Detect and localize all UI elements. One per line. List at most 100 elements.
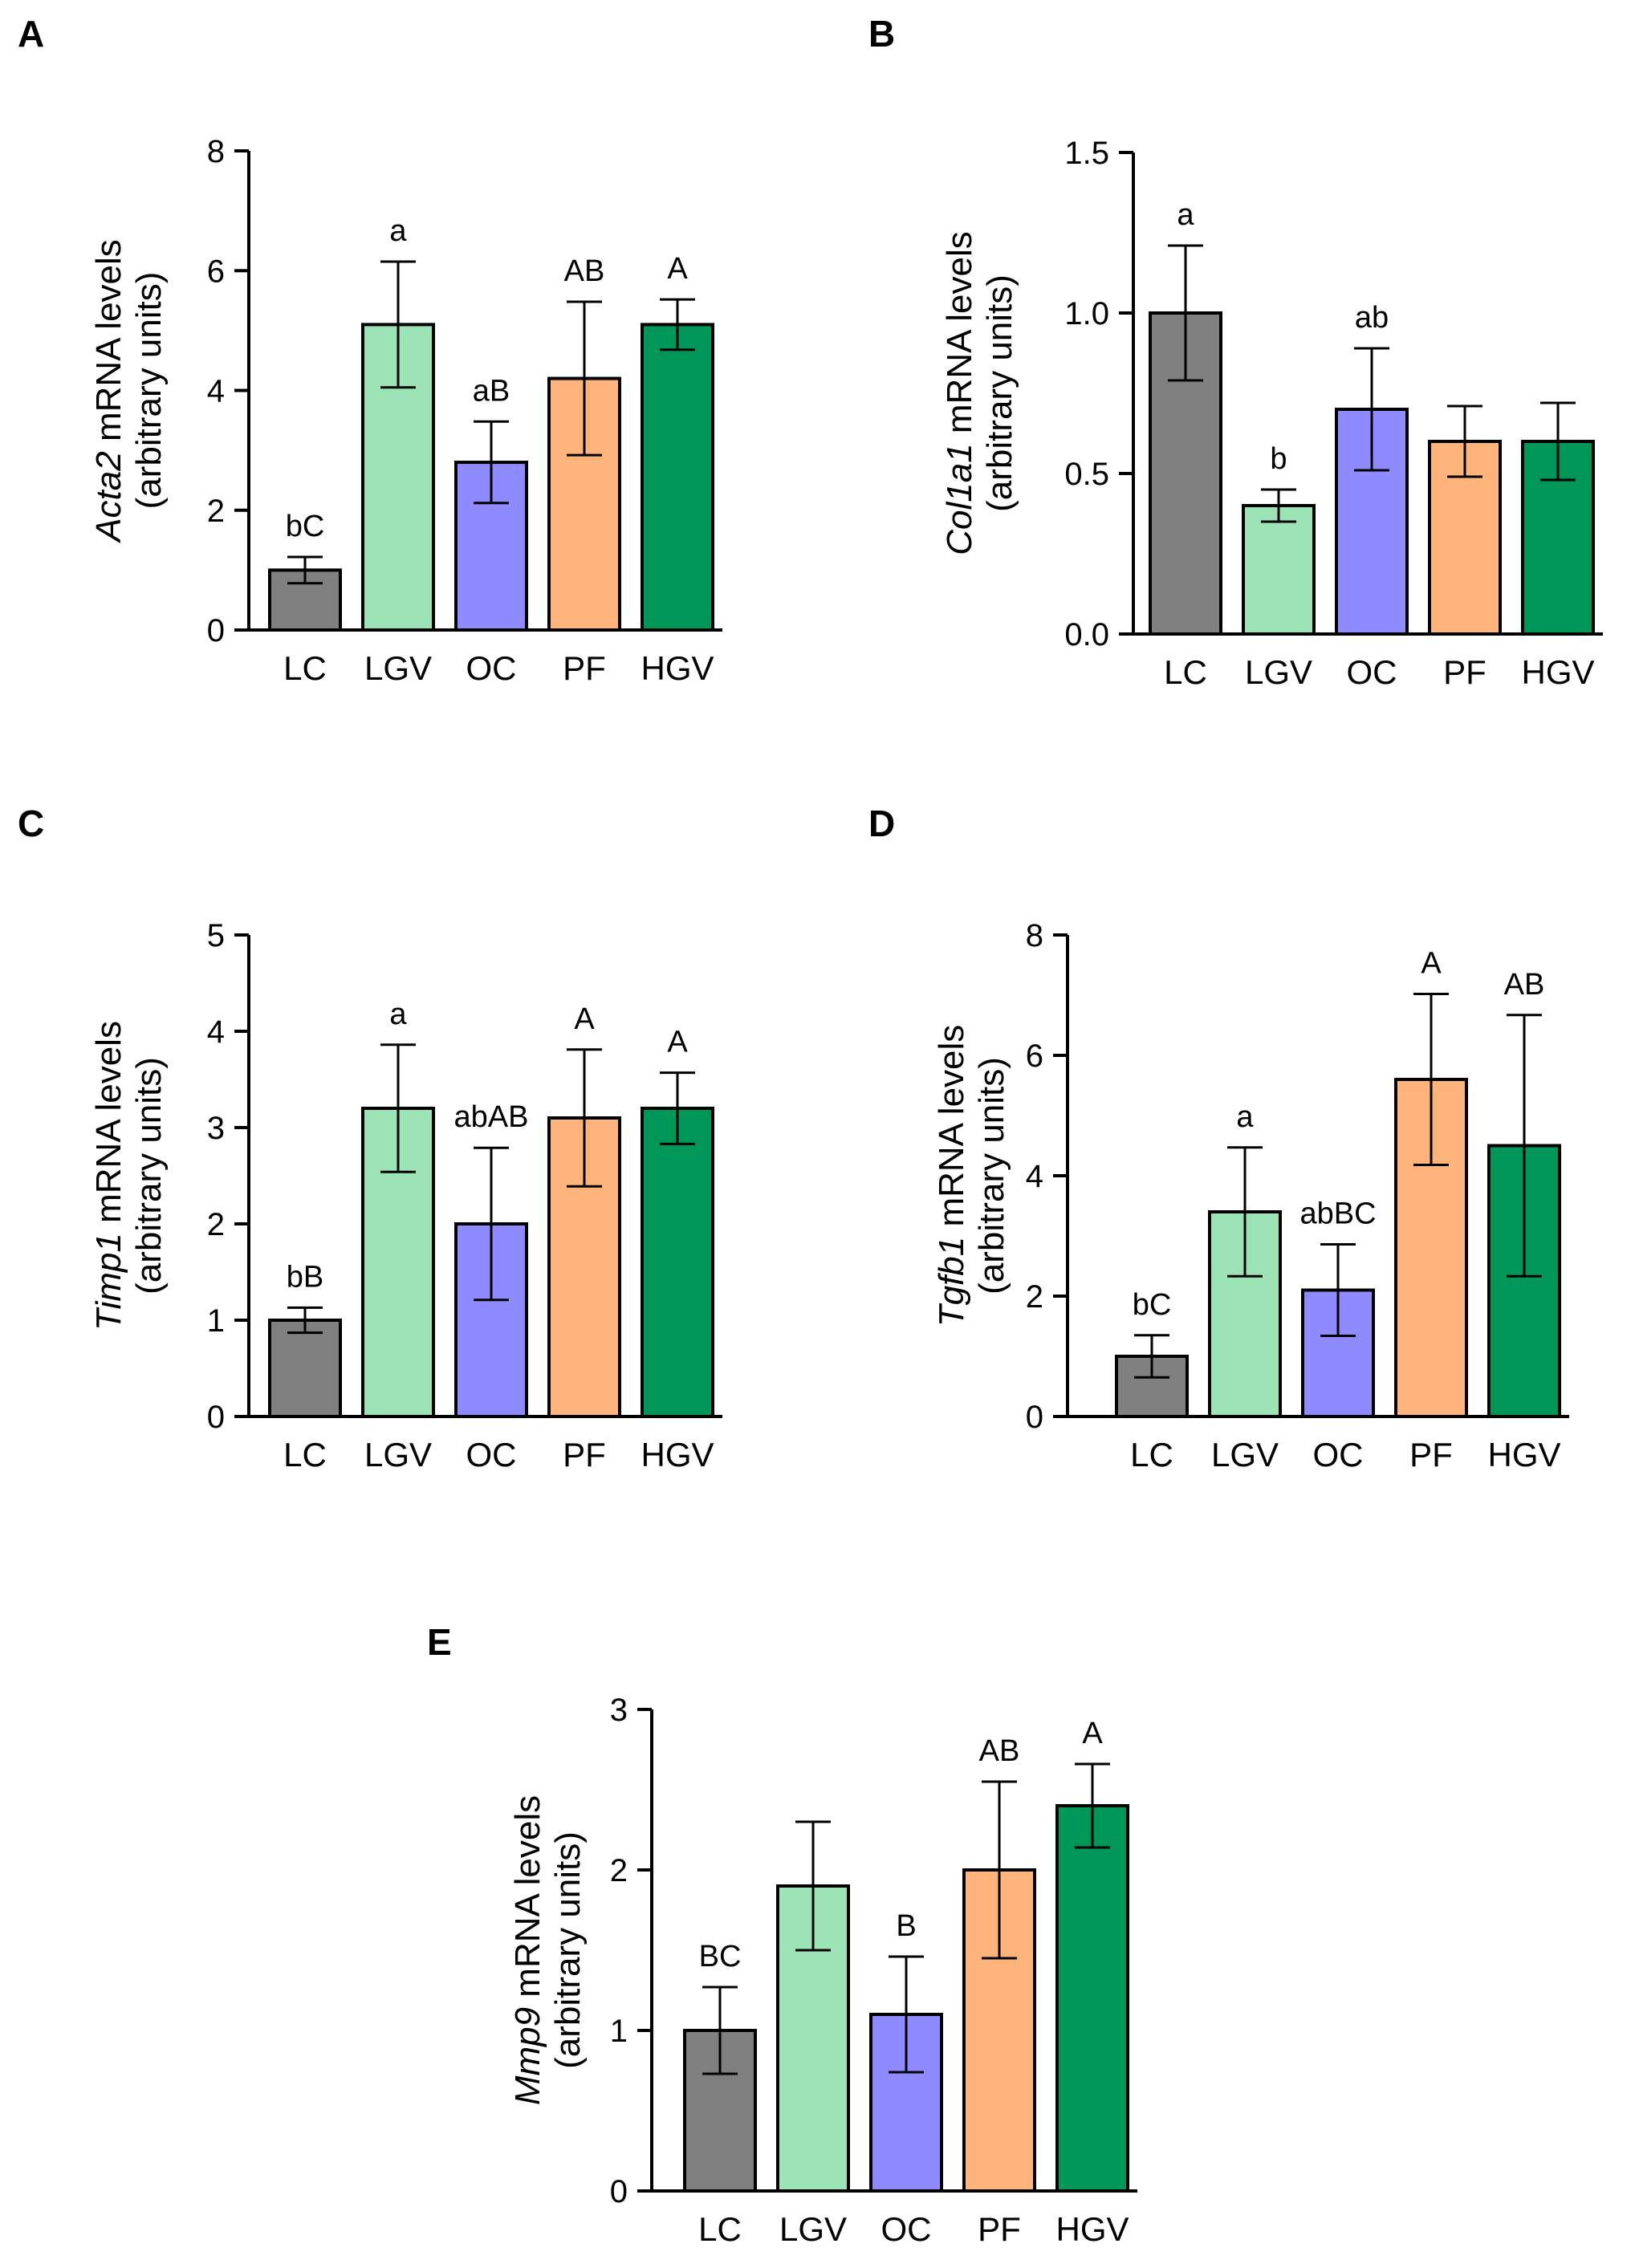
y-tick-label: 5 (207, 918, 225, 953)
bar-lgv (776, 1884, 850, 2193)
y-axis-label-text: mRNA levels (89, 1021, 128, 1233)
y-tick-label: 6 (207, 254, 225, 289)
y-tick-label: 2 (1026, 1279, 1043, 1315)
x-tick-label-oc: OC (1313, 1436, 1364, 1473)
bar-hgv (641, 1107, 714, 1418)
x-tick-label-pf: PF (978, 2210, 1021, 2248)
y-axis-label-line1: Col1a1 mRNA levels (940, 231, 979, 555)
gene-name: Acta2 (89, 451, 128, 544)
y-axis-label-line1: Mmp9 mRNA levels (508, 1795, 547, 2105)
significance-label: aB (473, 374, 510, 408)
y-tick-label: 0 (1026, 1400, 1043, 1435)
x-tick-label-hgv: HGV (641, 1436, 714, 1473)
y-axis-label-line2: (arbitrary units) (548, 1831, 588, 2069)
y-axis-label-line2: (arbitrary units) (129, 272, 169, 510)
y-tick-label: 0 (207, 1400, 225, 1435)
significance-label: AB (979, 1734, 1020, 1768)
x-tick-label-lgv: LGV (364, 1436, 432, 1473)
significance-label: a (1177, 198, 1194, 232)
chart-panel-b: B 0.0 0.5 1.0 1.5 Col1a1 mRNA levels (arbitrar… (868, 13, 1603, 691)
significance-label: AB (564, 254, 605, 288)
gene-name: Tgfb1 (932, 1237, 971, 1327)
significance-label: ab (1355, 301, 1389, 335)
x-tick-label-hgv: HGV (1521, 653, 1594, 691)
y-axis-label-line1: Tgfb1 mRNA levels (932, 1025, 971, 1327)
x-tick-label-lgv: LGV (364, 649, 432, 687)
x-tick-label-pf: PF (563, 649, 606, 687)
x-tick-label-lc: LC (283, 1436, 327, 1473)
x-tick-label-lgv: LGV (1211, 1436, 1279, 1473)
y-axis-label-text: mRNA levels (940, 231, 979, 443)
y-tick-label: 1.5 (1064, 136, 1109, 171)
x-tick-label-oc: OC (466, 1436, 517, 1473)
significance-label: BC (699, 1940, 742, 1973)
y-tick-label: 4 (207, 1014, 225, 1050)
y-tick-label: 6 (1026, 1038, 1043, 1074)
significance-label: A (574, 1002, 595, 1036)
x-tick-label-lgv: LGV (779, 2210, 847, 2248)
y-axis-label-line2: (arbitrary units) (972, 1057, 1011, 1295)
y-tick-label: 3 (610, 1693, 628, 1728)
significance-label: abBC (1299, 1197, 1376, 1231)
x-tick-label-pf: PF (1409, 1436, 1453, 1473)
y-axis-label-line1: Acta2 mRNA levels (89, 239, 128, 544)
x-tick-label-pf: PF (1443, 653, 1487, 691)
significance-label: a (1236, 1100, 1254, 1134)
significance-label: b (1270, 442, 1287, 476)
bar-hgv (1055, 1804, 1129, 2193)
y-tick-label: 1.0 (1064, 296, 1109, 331)
chart-panel-e: E 0 1 2 3 Mmp9 mRNA levels (arbitrary units) LC… (427, 1621, 1137, 2248)
y-tick-label: 0.0 (1064, 617, 1109, 652)
y-tick-label: 1 (207, 1303, 225, 1339)
significance-label: a (389, 998, 407, 1031)
y-tick-label: 8 (1026, 918, 1043, 953)
chart-panel-c: C 0 1 2 3 4 5 Timp1 mRNA levels (arbitrary units… (18, 803, 722, 1473)
gene-name: Timp1 (89, 1233, 128, 1331)
y-tick-label: 2 (610, 1853, 628, 1888)
panel-letter: E (427, 1621, 452, 1663)
x-tick-label-lc: LC (1130, 1436, 1173, 1473)
significance-label: A (667, 1026, 688, 1059)
y-axis-label-line2: (arbitrary units) (980, 274, 1019, 512)
bar-lgv (1242, 504, 1316, 636)
x-tick-label-oc: OC (466, 649, 517, 687)
y-tick-label: 8 (207, 134, 225, 169)
y-tick-label: 2 (207, 1207, 225, 1242)
y-axis-label-text: mRNA levels (932, 1025, 971, 1237)
x-tick-label-lc: LC (283, 649, 327, 687)
significance-label: AB (1504, 968, 1545, 1002)
significance-label: bC (286, 510, 325, 543)
panel-letter: D (868, 803, 895, 844)
y-tick-label: 0 (207, 613, 225, 648)
significance-label: a (389, 214, 407, 248)
significance-label: B (896, 1909, 916, 1943)
bar-lc (268, 1319, 342, 1418)
x-tick-label-hgv: HGV (1055, 2210, 1129, 2248)
y-tick-label: 2 (207, 494, 225, 529)
gene-name: Mmp9 (508, 2007, 547, 2105)
significance-label: A (1082, 1717, 1103, 1750)
y-axis-label-line2: (arbitrary units) (129, 1057, 169, 1295)
significance-label: bB (287, 1260, 323, 1294)
x-tick-label-oc: OC (1347, 653, 1397, 691)
y-tick-label: 3 (207, 1111, 225, 1146)
chart-panel-d: D 0 2 4 6 8 Tgfb1 mRNA levels (arbitrary units)… (868, 803, 1569, 1473)
significance-label: A (1421, 947, 1442, 981)
x-tick-label-oc: OC (881, 2210, 932, 2248)
significance-label: bC (1133, 1288, 1172, 1322)
x-tick-label-pf: PF (563, 1436, 606, 1473)
chart-panel-a: A 0 2 4 6 8 Acta2 mRNA levels (arbitrary units)… (18, 13, 722, 687)
y-tick-label: 1 (610, 2014, 628, 2049)
panel-letter: B (868, 13, 895, 55)
significance-label: abAB (454, 1100, 529, 1134)
x-tick-label-lc: LC (698, 2210, 742, 2248)
x-tick-label-lgv: LGV (1245, 653, 1312, 691)
y-axis-label-text: mRNA levels (508, 1795, 547, 2007)
x-tick-label-hgv: HGV (641, 649, 714, 687)
y-tick-label: 4 (207, 374, 225, 409)
y-tick-label: 4 (1026, 1159, 1043, 1194)
y-tick-label: 0 (610, 2174, 628, 2209)
gene-name: Col1a1 (940, 443, 979, 555)
significance-label: A (667, 252, 688, 286)
